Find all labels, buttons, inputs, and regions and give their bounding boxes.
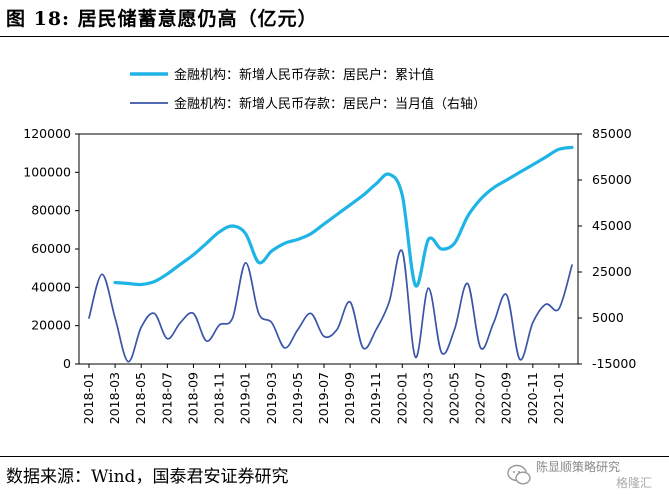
x-tick-label: 2020-05 xyxy=(447,372,462,424)
y-right-tick-label: 85000 xyxy=(592,126,632,141)
y-right-tick-label: 65000 xyxy=(592,172,632,187)
y-left-tick-label: 40000 xyxy=(31,279,71,294)
y-left-tick-label: 80000 xyxy=(31,203,71,218)
x-tick-label: 2020-09 xyxy=(499,372,514,424)
x-tick-label: 2019-01 xyxy=(238,372,253,424)
plot-frame xyxy=(78,133,579,365)
x-tick-label: 2019-05 xyxy=(290,372,305,424)
x-tick-label: 2018-09 xyxy=(185,372,200,424)
legend: 金融机构：新增人民币存款：居民户：累计值 金融机构：新增人民币存款：居民户：当月… xyxy=(130,67,486,112)
y-right-tick-label: 5000 xyxy=(592,310,624,325)
watermark-subtext: 格隆汇 xyxy=(616,476,653,490)
legend-label-monthly: 金融机构：新增人民币存款：居民户：当月值（右轴） xyxy=(174,96,486,112)
x-tick-label: 2020-11 xyxy=(525,372,540,424)
x-tick-label: 2020-01 xyxy=(394,372,409,424)
page-title: 图 18: 居民储蓄意愿仍高（亿元） xyxy=(6,8,318,30)
x-tick-label: 2018-05 xyxy=(133,372,148,424)
y-left-tick-label: 0 xyxy=(63,356,71,371)
watermark-text: 陈显顺策略研究 xyxy=(536,460,621,474)
x-tick-label: 2018-03 xyxy=(107,372,122,424)
watermark: 陈显顺策略研究 格隆汇 xyxy=(506,456,666,492)
x-tick-label: 2019-09 xyxy=(342,372,357,424)
wechat-icon xyxy=(507,464,531,485)
series-line-cumulative xyxy=(113,145,574,288)
y-right-tick-label: 45000 xyxy=(592,218,632,233)
series-lines xyxy=(88,145,574,363)
y-left-tick-label: 120000 xyxy=(23,126,71,141)
axes: 0 20000 40000 60000 80000 100000 120000 -15000 5… xyxy=(23,126,636,424)
y-left-tick-label: 60000 xyxy=(31,241,71,256)
x-tick-label: 2019-03 xyxy=(264,372,279,424)
x-tick-label: 2018-11 xyxy=(212,372,227,424)
x-tick-label: 2020-07 xyxy=(473,372,488,424)
bottom-divider xyxy=(0,456,669,457)
x-tick-label: 2021-01 xyxy=(551,372,566,424)
x-tick-label: 2019-11 xyxy=(368,372,383,424)
chart: 金融机构：新增人民币存款：居民户：累计值 金融机构：新增人民币存款：居民户：当月… xyxy=(23,67,636,424)
x-tick-label: 2019-07 xyxy=(316,372,331,424)
y-left-tick-label: 20000 xyxy=(31,318,71,333)
y-right-tick-label: 25000 xyxy=(592,264,632,279)
top-divider xyxy=(0,36,669,37)
x-tick-label: 2020-03 xyxy=(420,372,435,424)
y-right-tick-label: -15000 xyxy=(592,356,636,371)
series-line-monthly xyxy=(88,249,573,363)
x-tick-label: 2018-07 xyxy=(159,372,174,424)
x-tick-label: 2018-01 xyxy=(81,372,96,424)
y-left-tick-label: 100000 xyxy=(23,164,71,179)
legend-label-cumulative: 金融机构：新增人民币存款：居民户：累计值 xyxy=(174,67,434,83)
source-note: 数据来源：Wind，国泰君安证券研究 xyxy=(6,467,289,487)
